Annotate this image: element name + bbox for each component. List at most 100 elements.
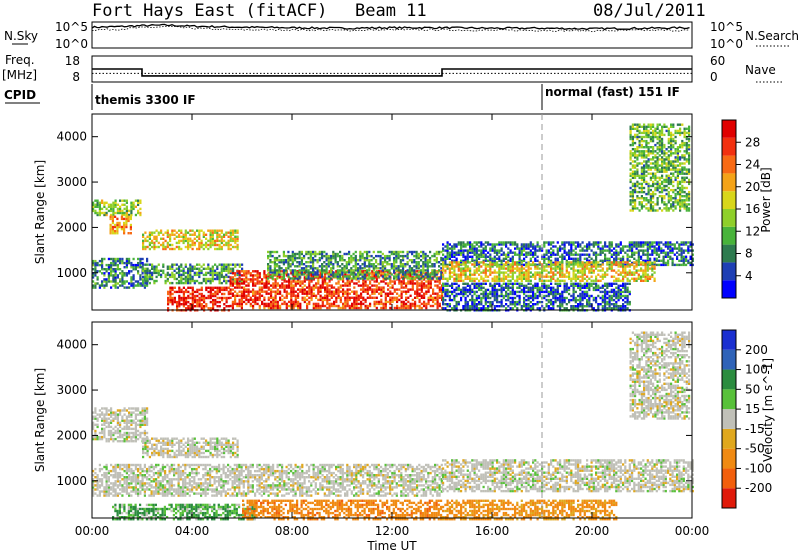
heatmap-cell — [371, 272, 374, 275]
heatmap-cell — [354, 256, 357, 260]
heatmap-cell — [496, 300, 499, 304]
heatmap-cell — [496, 257, 499, 260]
heatmap-cell — [534, 263, 537, 266]
beam-title: Beam 11 — [355, 1, 427, 21]
heatmap-cell — [429, 265, 432, 268]
heatmap-cell — [180, 281, 183, 285]
heatmap-cell — [292, 284, 295, 287]
heatmap-cell — [563, 247, 566, 250]
heatmap-cell — [227, 269, 230, 272]
heatmap-cell — [622, 263, 625, 267]
heatmap-cell — [238, 304, 241, 308]
heatmap-cell — [646, 261, 649, 264]
heatmap-cell — [120, 227, 123, 231]
heatmap-cell — [384, 277, 387, 280]
heatmap-cell — [342, 288, 345, 291]
heatmap-cell — [534, 245, 537, 248]
heatmap-cell — [342, 302, 345, 306]
heatmap-cell — [610, 255, 613, 258]
heatmap-cell — [375, 276, 378, 279]
heatmap-cell — [328, 280, 331, 283]
heatmap-cell — [619, 279, 622, 282]
heatmap-cell — [527, 243, 530, 246]
heatmap-cell — [563, 284, 566, 287]
heatmap-cell — [565, 282, 568, 285]
heatmap-cell — [216, 296, 219, 300]
heatmap-cell — [191, 290, 194, 294]
heatmap-cell — [234, 302, 237, 306]
heatmap-cell — [507, 251, 510, 254]
heatmap-cell — [287, 275, 290, 278]
heatmap-cell — [466, 284, 469, 287]
heatmap-cell — [276, 256, 279, 260]
heatmap-cell — [265, 302, 268, 306]
heatmap-cell — [121, 274, 124, 277]
heatmap-cell — [432, 290, 435, 293]
heatmap-cell — [651, 241, 654, 244]
heatmap-cell — [624, 251, 627, 254]
heatmap-cell — [330, 263, 333, 266]
heatmap-cell — [92, 268, 95, 271]
heatmap-cell — [134, 266, 137, 269]
heatmap-cell — [498, 251, 501, 254]
heatmap-cell — [462, 255, 465, 258]
heatmap-cell — [229, 271, 232, 275]
heatmap-cell — [568, 249, 571, 252]
heatmap-cell — [559, 303, 562, 306]
heatmap-cell — [628, 269, 631, 272]
heatmap-cell — [615, 261, 618, 264]
heatmap-cell — [236, 239, 239, 243]
heatmap-cell — [315, 306, 318, 310]
heatmap-cell — [194, 298, 197, 302]
heatmap-cell — [305, 261, 308, 264]
heatmap-cell — [309, 259, 312, 262]
heatmap-cell — [384, 292, 387, 295]
heatmap-cell — [229, 282, 232, 285]
heatmap-cell — [319, 298, 322, 302]
heatmap-cell — [561, 303, 564, 306]
heatmap-cell — [422, 256, 425, 260]
heatmap-cell — [151, 275, 154, 279]
heatmap-cell — [116, 268, 119, 271]
heatmap-cell — [308, 302, 311, 306]
heatmap-cell — [141, 261, 144, 265]
heatmap-cell — [167, 292, 170, 296]
nsky-panel: 10^5 10^0 10^5 10^0 N.Sky N.Search — [4, 20, 799, 51]
heatmap-cell — [633, 267, 636, 270]
heatmap-cell — [642, 271, 645, 274]
heatmap-cell — [312, 288, 315, 291]
heatmap-cell — [444, 255, 447, 258]
heatmap-cell — [247, 300, 250, 304]
heatmap-cell — [245, 294, 248, 297]
heatmap-cell — [229, 270, 232, 273]
heatmap-cell — [597, 269, 600, 272]
heatmap-cell — [218, 271, 221, 275]
heatmap-cell — [301, 298, 304, 302]
heatmap-cell — [270, 292, 273, 295]
heatmap-cell — [366, 259, 369, 262]
heatmap-cell — [271, 277, 274, 280]
heatmap-cell — [178, 286, 181, 289]
heatmap-cell — [498, 288, 501, 292]
heatmap-cell — [267, 269, 270, 272]
heatmap-cell — [460, 245, 463, 248]
heatmap-cell — [243, 272, 246, 275]
heatmap-cell — [552, 296, 555, 300]
heatmap-cell — [498, 279, 501, 282]
heatmap-cell — [155, 245, 158, 249]
heatmap-cell — [241, 279, 244, 283]
heatmap-cell — [514, 267, 517, 270]
heatmap-cell — [366, 265, 369, 268]
heatmap-cell — [606, 257, 609, 260]
heatmap-cell — [518, 300, 521, 304]
heatmap-cell — [682, 249, 685, 252]
heatmap-cell — [448, 243, 451, 246]
heatmap-cell — [162, 237, 165, 240]
heatmap-cell — [236, 304, 239, 308]
heatmap-cell — [633, 277, 636, 280]
heatmap-cell — [229, 233, 232, 236]
heatmap-cell — [94, 268, 97, 271]
heatmap-cell — [211, 271, 214, 275]
heatmap-cell — [287, 267, 290, 270]
heatmap-cell — [384, 294, 387, 297]
